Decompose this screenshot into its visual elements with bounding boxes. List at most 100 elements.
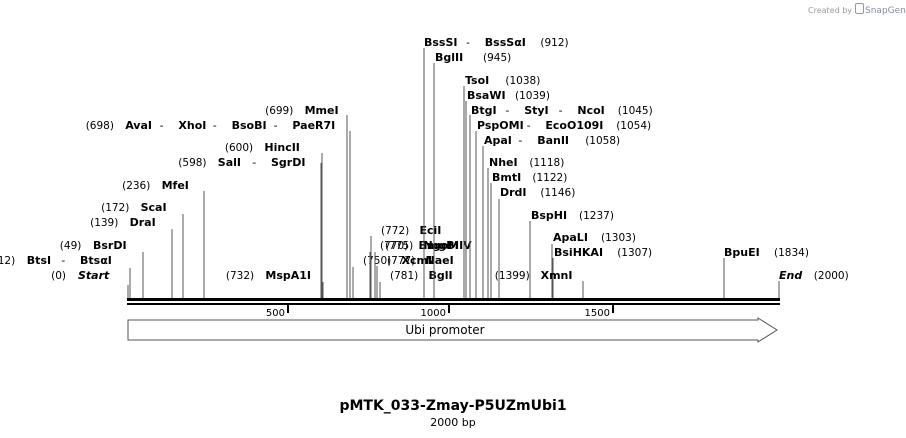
ruler-tick-label: 1500: [585, 308, 610, 319]
site-name: Start: [78, 269, 110, 282]
site-name-separator: -: [559, 104, 563, 117]
site-name: PaeR7I: [292, 119, 335, 132]
site-name-separator: -: [518, 134, 522, 147]
site-name: BglI: [429, 269, 453, 282]
site-position: (2000): [814, 270, 849, 282]
site-name: TsoI: [465, 74, 489, 87]
ruler-tick-label: 1000: [421, 308, 446, 319]
site-position: (772): [381, 225, 409, 237]
site-name: ApaI: [484, 134, 512, 147]
site-name: BspHI: [531, 209, 567, 222]
plasmid-size: 2000 bp: [430, 416, 476, 429]
site-position: (781): [390, 270, 418, 282]
credit-prefix: Created by: [808, 6, 853, 15]
site-position: (12): [0, 255, 15, 267]
ruler-tick: [287, 305, 289, 313]
site-position: (1045): [618, 105, 653, 117]
site-position: (1146): [540, 187, 575, 199]
site-name-separator: -: [213, 119, 217, 132]
site-position: (1237): [579, 210, 614, 222]
site-name: BtsI: [27, 254, 51, 267]
site-name-separator: -: [527, 119, 531, 132]
site-position: (598): [178, 157, 206, 169]
site-name: XhoI: [178, 119, 206, 132]
snapgene-logo-icon: [855, 3, 865, 14]
site-name: End: [779, 269, 802, 282]
feature-arrow: [127, 317, 778, 343]
credit-brand: SnapGene: [865, 6, 906, 16]
site-position: (1054): [616, 120, 651, 132]
site-name-separator: -: [61, 254, 65, 267]
site-position: (1058): [585, 135, 620, 147]
site-position: (139): [90, 217, 118, 229]
site-name: MfeI: [162, 179, 189, 192]
site-name: EcoO109I: [545, 119, 603, 132]
site-name: AvaI: [125, 119, 152, 132]
ruler-tick-label: 500: [266, 308, 285, 319]
site-position: (698): [86, 120, 114, 132]
plasmid-name: pMTK_033-Zmay-P5UZmUbi1: [339, 398, 567, 414]
site-name: XmnI: [541, 269, 573, 282]
site-position: (236): [122, 180, 150, 192]
site-name-separator: -: [252, 156, 256, 169]
site-position: (945): [483, 52, 511, 64]
site-name: NheI: [489, 156, 518, 169]
ruler-tick: [612, 305, 614, 313]
site-name: SalI: [218, 156, 241, 169]
site-position: (0): [51, 270, 66, 282]
site-name: DraI: [130, 216, 156, 229]
site-name: MmeI: [305, 104, 339, 117]
site-name: SgrDI: [271, 156, 305, 169]
site-position: (1118): [529, 157, 564, 169]
site-name: BmtI: [492, 171, 521, 184]
site-name: BmgBI: [419, 239, 459, 252]
site-name: EciI: [420, 224, 442, 237]
site-name: BssSαI: [485, 36, 526, 49]
site-position: (1039): [515, 90, 550, 102]
site-position: (1307): [617, 247, 652, 259]
site-name: NgoMIV: [424, 239, 473, 252]
site-name: ScaI: [141, 201, 167, 214]
site-position: (699): [265, 105, 293, 117]
feature-label: Ubi promoter: [405, 323, 484, 337]
site-name: BpuEI: [724, 246, 760, 259]
site-name-separator: -: [274, 119, 278, 132]
site-name: BsaWI: [467, 89, 506, 102]
site-name-separator: -: [466, 36, 470, 49]
site-position: (1834): [774, 247, 809, 259]
site-name: BanII: [537, 134, 569, 147]
site-name: ApaLI: [553, 231, 588, 244]
site-position: (1399): [495, 270, 530, 282]
site-name-separator: -: [505, 104, 509, 117]
ruler-tick: [448, 305, 450, 313]
site-position: (1303): [601, 232, 636, 244]
site-position: (49): [60, 240, 82, 252]
site-position: (1122): [532, 172, 567, 184]
site-name: BssSI: [424, 36, 458, 49]
site-position: (770): [380, 240, 408, 252]
site-name: DrdI: [500, 186, 527, 199]
site-name: BglII: [435, 51, 463, 64]
site-name: NaeI: [426, 254, 454, 267]
site-position: (1038): [505, 75, 540, 87]
site-name-separator: -: [160, 119, 164, 132]
site-position: (912): [540, 37, 568, 49]
site-name: HincII: [264, 141, 300, 154]
site-position: (775): [385, 240, 413, 252]
backbone-bottom-strand: [127, 303, 780, 305]
site-name: BsoBI: [232, 119, 267, 132]
site-name: BsrDI: [93, 239, 127, 252]
site-name: NcoI: [577, 104, 604, 117]
site-name: PspOMI: [477, 119, 524, 132]
site-position: (172): [101, 202, 129, 214]
site-name: BtsαI: [80, 254, 112, 267]
site-name: BtgI: [471, 104, 497, 117]
site-position: (600): [225, 142, 253, 154]
site-position: (777): [387, 255, 415, 267]
site-name: MspA1I: [265, 269, 311, 282]
backbone-top-strand: [127, 298, 780, 301]
site-name: BsiHKAI: [554, 246, 603, 259]
snapgene-credit: Created by SnapGene: [808, 3, 906, 16]
site-position: (732): [226, 270, 254, 282]
